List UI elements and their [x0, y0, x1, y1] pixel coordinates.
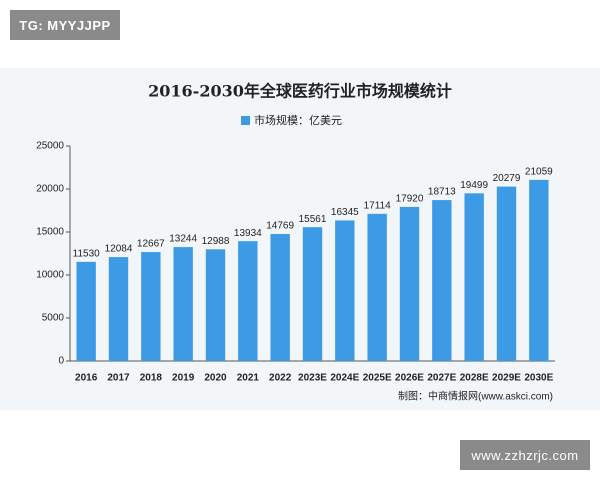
- x-tick-label: 2021: [237, 373, 260, 384]
- bar: [496, 186, 517, 361]
- value-label: 13244: [169, 234, 197, 245]
- bar: [302, 227, 323, 361]
- bar: [205, 249, 226, 361]
- bar: [238, 241, 258, 361]
- value-label: 12988: [202, 236, 230, 247]
- value-label: 18713: [428, 187, 456, 198]
- x-tick-label: 2027E: [427, 373, 456, 384]
- bar: [367, 213, 387, 361]
- x-tick-label: 2024E: [330, 373, 359, 384]
- y-tick-label: 10000: [36, 270, 64, 281]
- x-tick-label: 2028E: [460, 373, 489, 384]
- bar: [173, 247, 193, 361]
- value-label: 21059: [525, 167, 553, 178]
- y-tick-label: 20000: [36, 184, 64, 195]
- y-tick-label: 25000: [36, 141, 64, 152]
- bar: [464, 193, 484, 361]
- header-label: TG: MYYJJPP: [10, 10, 120, 40]
- chart-title: 2016-2030年全球医药行业市场规模统计: [148, 82, 452, 101]
- value-label: 20279: [493, 173, 521, 184]
- legend-label: 市场规模：亿美元: [254, 113, 342, 127]
- y-tick-label: 5000: [42, 313, 65, 324]
- bar: [141, 252, 161, 361]
- x-tick-label: 2026E: [395, 373, 424, 384]
- value-label: 19499: [460, 180, 488, 191]
- value-label: 14769: [266, 221, 294, 232]
- value-label: 16345: [331, 207, 359, 218]
- x-tick-label: 2019: [172, 373, 195, 384]
- value-label: 17114: [364, 200, 392, 211]
- bar: [76, 261, 96, 361]
- source: 制图：中商情报网(www.askci.com): [398, 390, 553, 403]
- x-tick-label: 2025E: [363, 373, 392, 384]
- y-tick-label: 15000: [36, 227, 64, 238]
- x-tick-label: 2023E: [298, 373, 327, 384]
- value-label: 17920: [396, 194, 424, 205]
- y-tick-label: 0: [58, 356, 64, 367]
- value-label: 12667: [137, 239, 165, 250]
- x-tick-label: 2020: [204, 373, 227, 384]
- x-tick-label: 2029E: [492, 373, 521, 384]
- value-label: 12084: [105, 244, 133, 255]
- value-label: 15561: [299, 214, 327, 225]
- bar: [270, 233, 290, 361]
- value-label: 11530: [73, 248, 101, 259]
- bar: [335, 220, 355, 361]
- x-tick-label: 2018: [140, 373, 163, 384]
- bar: [529, 179, 549, 361]
- bar: [432, 200, 452, 361]
- bar: [399, 206, 420, 361]
- x-tick-label: 2017: [107, 373, 130, 384]
- x-tick-label: 2022: [269, 373, 292, 384]
- x-tick-label: 2016: [75, 373, 98, 384]
- value-label: 13934: [234, 228, 262, 239]
- bar: [108, 257, 129, 361]
- footer-label: www.zzhzrjc.com: [460, 440, 590, 470]
- legend-swatch: [241, 116, 250, 125]
- x-tick-label: 2030E: [524, 373, 553, 384]
